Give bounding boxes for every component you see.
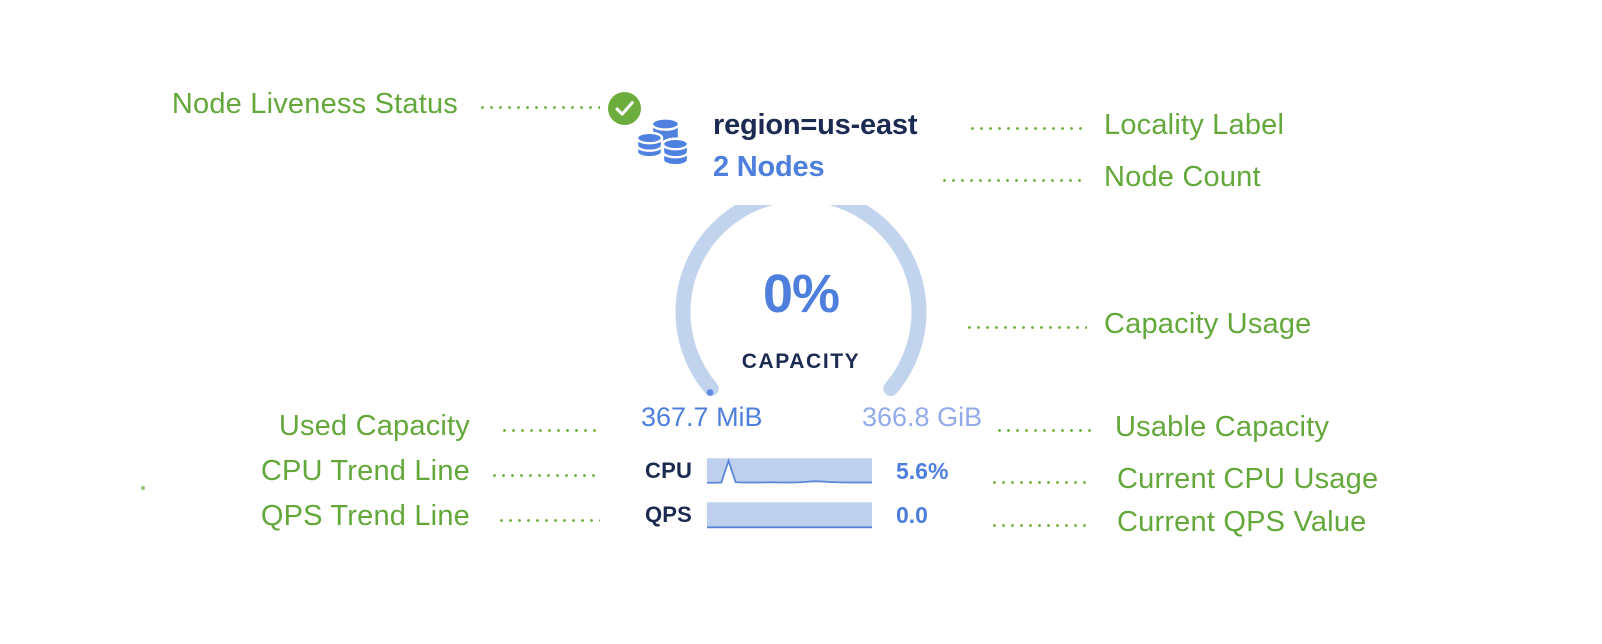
metric-value-cpu: 5.6% xyxy=(896,457,949,484)
stray-leader-dot xyxy=(141,486,145,490)
leader-capacity-usage xyxy=(965,326,1087,329)
capacity-percent-value: 0% xyxy=(762,264,840,324)
leader-used-capacity xyxy=(500,429,600,432)
leader-usable-capacity xyxy=(995,429,1091,432)
used-capacity-value: 367.7 MiB xyxy=(641,402,763,432)
annotation-qps-trend-line: QPS Trend Line xyxy=(260,500,470,532)
qps-sparkline[interactable] xyxy=(707,501,872,529)
leader-current-cpu-usage xyxy=(990,481,1090,484)
capacity-caption: CAPACITY xyxy=(741,350,861,373)
node-summary-header: region=us-east 2 Nodes xyxy=(608,92,1028,202)
leader-node-liveness-status xyxy=(478,106,600,109)
annotation-capacity-usage: Capacity Usage xyxy=(1104,308,1312,340)
annotation-current-cpu-usage: Current CPU Usage xyxy=(1117,463,1379,495)
capacity-gauge[interactable]: 0% CAPACITY xyxy=(655,205,947,405)
node-count-text: 2 Nodes xyxy=(713,151,825,183)
metric-row-cpu: CPU 5.6% xyxy=(645,454,1005,488)
usable-capacity-value: 366.8 GiB xyxy=(862,402,983,432)
annotation-cpu-trend-line: CPU Trend Line xyxy=(260,455,470,487)
leader-qps-trend-line xyxy=(497,519,600,522)
metric-value-qps: 0.0 xyxy=(896,501,928,528)
metric-row-qps: QPS 0.0 xyxy=(645,498,1005,532)
annotation-usable-capacity: Usable Capacity xyxy=(1115,411,1330,443)
locality-label-text: region=us-east xyxy=(713,109,918,141)
database-stack-icon[interactable] xyxy=(630,110,696,176)
leader-node-count xyxy=(940,179,1086,182)
metric-label-cpu: CPU xyxy=(645,458,693,483)
annotation-locality-label: Locality Label xyxy=(1104,109,1285,141)
annotation-used-capacity: Used Capacity xyxy=(278,410,470,442)
cpu-sparkline[interactable] xyxy=(707,457,872,485)
annotation-current-qps-value: Current QPS Value xyxy=(1117,506,1367,538)
leader-current-qps-value xyxy=(990,524,1090,527)
check-circle-icon[interactable] xyxy=(608,92,641,125)
annotation-node-liveness-status: Node Liveness Status xyxy=(171,88,458,120)
leader-cpu-trend-line xyxy=(490,474,600,477)
metric-label-qps: QPS xyxy=(645,502,693,527)
leader-locality-label xyxy=(968,127,1086,130)
annotation-node-count: Node Count xyxy=(1104,161,1261,193)
